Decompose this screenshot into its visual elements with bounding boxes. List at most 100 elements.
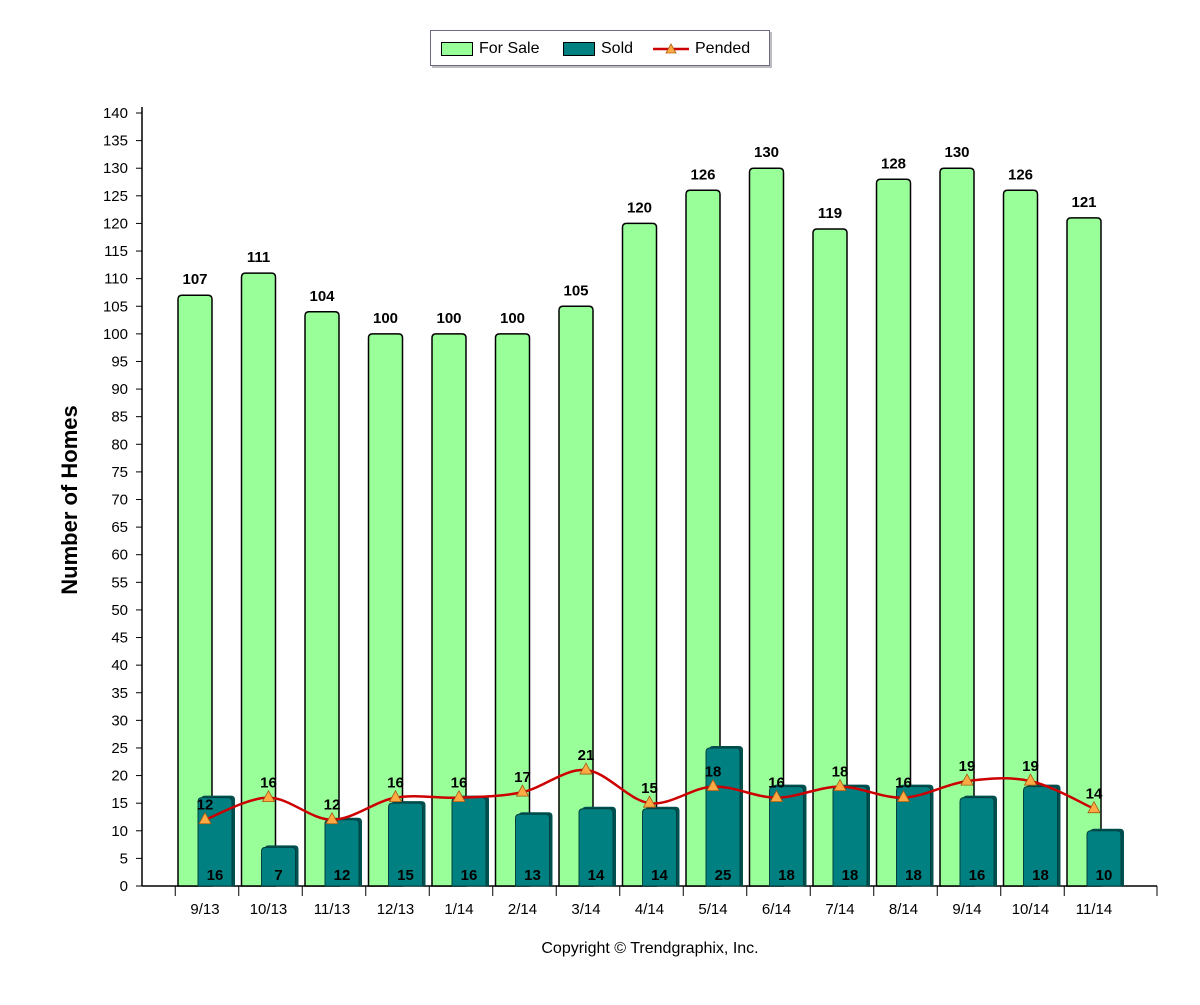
y-tick-label: 35: [111, 685, 128, 702]
bar-sold: [578, 808, 614, 887]
legend-label-sold: Sold: [601, 40, 634, 57]
copyright: Copyright © Trendgraphix, Inc.: [541, 940, 759, 957]
bar-sold: [324, 819, 360, 887]
y-tick-label: 0: [120, 878, 128, 895]
x-tick-label: 5/14: [698, 901, 727, 918]
data-label-for-sale: 128: [881, 155, 906, 172]
y-tick-label: 125: [103, 188, 128, 205]
marker-pended: [642, 795, 657, 808]
y-tick-label: 75: [111, 464, 128, 481]
x-tick-label: 8/14: [889, 901, 918, 918]
bar-for-sale: [367, 333, 404, 887]
x-tick-label: 7/14: [825, 901, 854, 918]
y-tick-label: 100: [103, 326, 128, 343]
data-label-for-sale: 100: [500, 310, 525, 327]
data-label-pended: 21: [578, 747, 595, 764]
data-label-sold: 10: [1096, 867, 1113, 884]
legend-item-sold: Sold: [563, 39, 633, 59]
marker-pended: [1023, 773, 1038, 786]
marker-pended: [706, 778, 720, 792]
y-tick-label: 30: [111, 712, 128, 729]
legend-label-for-sale: For Sale: [479, 40, 540, 57]
data-label-sold: 14: [588, 867, 605, 884]
y-tick-label: 140: [103, 105, 128, 122]
data-label-sold: 18: [1032, 867, 1049, 884]
bar-for-sale: [812, 228, 848, 887]
x-tick-label: 12/13: [377, 901, 415, 918]
y-tick-label: 110: [104, 271, 128, 288]
data-label-for-sale: 104: [309, 288, 335, 305]
y-tick-label: 55: [111, 574, 128, 591]
data-label-pended: 18: [705, 764, 722, 781]
y-tick-label: 105: [103, 298, 128, 315]
data-label-for-sale: 100: [373, 310, 398, 327]
bar-for-sale: [494, 333, 531, 887]
legend: For Sale Sold Pended: [430, 30, 770, 66]
data-label-for-sale: 121: [1071, 194, 1096, 211]
bar-sold: [959, 797, 995, 887]
data-label-for-sale: 126: [690, 166, 715, 183]
x-tick-label: 11/13: [314, 901, 350, 918]
bar-for-sale: [1066, 217, 1102, 887]
data-label-pended: 16: [768, 775, 785, 792]
x-tick-label: 3/14: [571, 901, 600, 918]
data-label-pended: 18: [832, 764, 849, 781]
y-tick-label: 10: [111, 823, 128, 840]
legend-swatch-for-sale: [441, 42, 473, 56]
data-label-sold: 16: [207, 867, 224, 884]
data-label-for-sale: 111: [247, 249, 270, 266]
x-tick-label: 4/14: [635, 901, 664, 918]
legend-swatch-sold: [563, 42, 595, 56]
data-label-for-sale: 105: [563, 282, 588, 299]
legend-label-pended: Pended: [695, 40, 751, 57]
y-tick-label: 115: [104, 243, 128, 260]
bar-sold: [261, 846, 296, 887]
data-label-sold: 18: [905, 867, 922, 884]
bar-for-sale: [304, 311, 340, 887]
y-tick-label: 25: [111, 740, 128, 757]
data-label-for-sale: 119: [818, 205, 842, 222]
marker-pended: [579, 762, 593, 775]
data-label-pended: 16: [895, 775, 912, 792]
x-tick-label: 9/13: [190, 901, 219, 918]
y-tick-label: 95: [111, 353, 128, 370]
bar-for-sale: [748, 167, 785, 887]
bar-for-sale: [685, 189, 721, 887]
data-label-pended: 16: [451, 775, 468, 792]
y-tick-label: 90: [111, 381, 128, 398]
bar-sold: [642, 808, 677, 887]
x-tick-label: 10/14: [1012, 901, 1050, 918]
marker-pended: [325, 811, 339, 825]
y-tick-label: 135: [103, 133, 128, 150]
data-label-for-sale: 126: [1008, 166, 1033, 183]
data-label-pended: 12: [197, 797, 214, 814]
bar-sold: [1086, 830, 1122, 887]
bar-for-sale: [621, 222, 658, 887]
y-tick-label: 130: [103, 160, 128, 177]
y-tick-label: 5: [120, 850, 128, 867]
marker-pended: [515, 784, 530, 797]
y-tick-label: 50: [111, 602, 128, 619]
data-label-sold: 18: [842, 867, 859, 884]
legend-line-marker-icon: [653, 43, 689, 54]
bar-sold: [388, 802, 423, 887]
bar-for-sale: [431, 333, 467, 887]
data-label-for-sale: 130: [754, 144, 779, 161]
data-label-pended: 12: [324, 797, 341, 814]
x-tick-label: 6/14: [762, 901, 791, 918]
y-tick-label: 80: [111, 436, 128, 453]
data-label-for-sale: 100: [436, 310, 461, 327]
data-label-pended: 15: [641, 780, 658, 797]
bar-for-sale: [240, 272, 277, 887]
x-tick-label: 1/14: [444, 901, 473, 918]
data-label-sold: 14: [651, 867, 668, 884]
bar-for-sale: [1002, 189, 1039, 887]
bar-sold: [769, 786, 804, 887]
data-label-for-sale: 107: [182, 271, 207, 288]
y-tick-label: 65: [111, 519, 128, 536]
marker-pended: [1087, 800, 1101, 814]
y-tick-label: 45: [111, 630, 128, 647]
marker-pended: [896, 789, 911, 803]
